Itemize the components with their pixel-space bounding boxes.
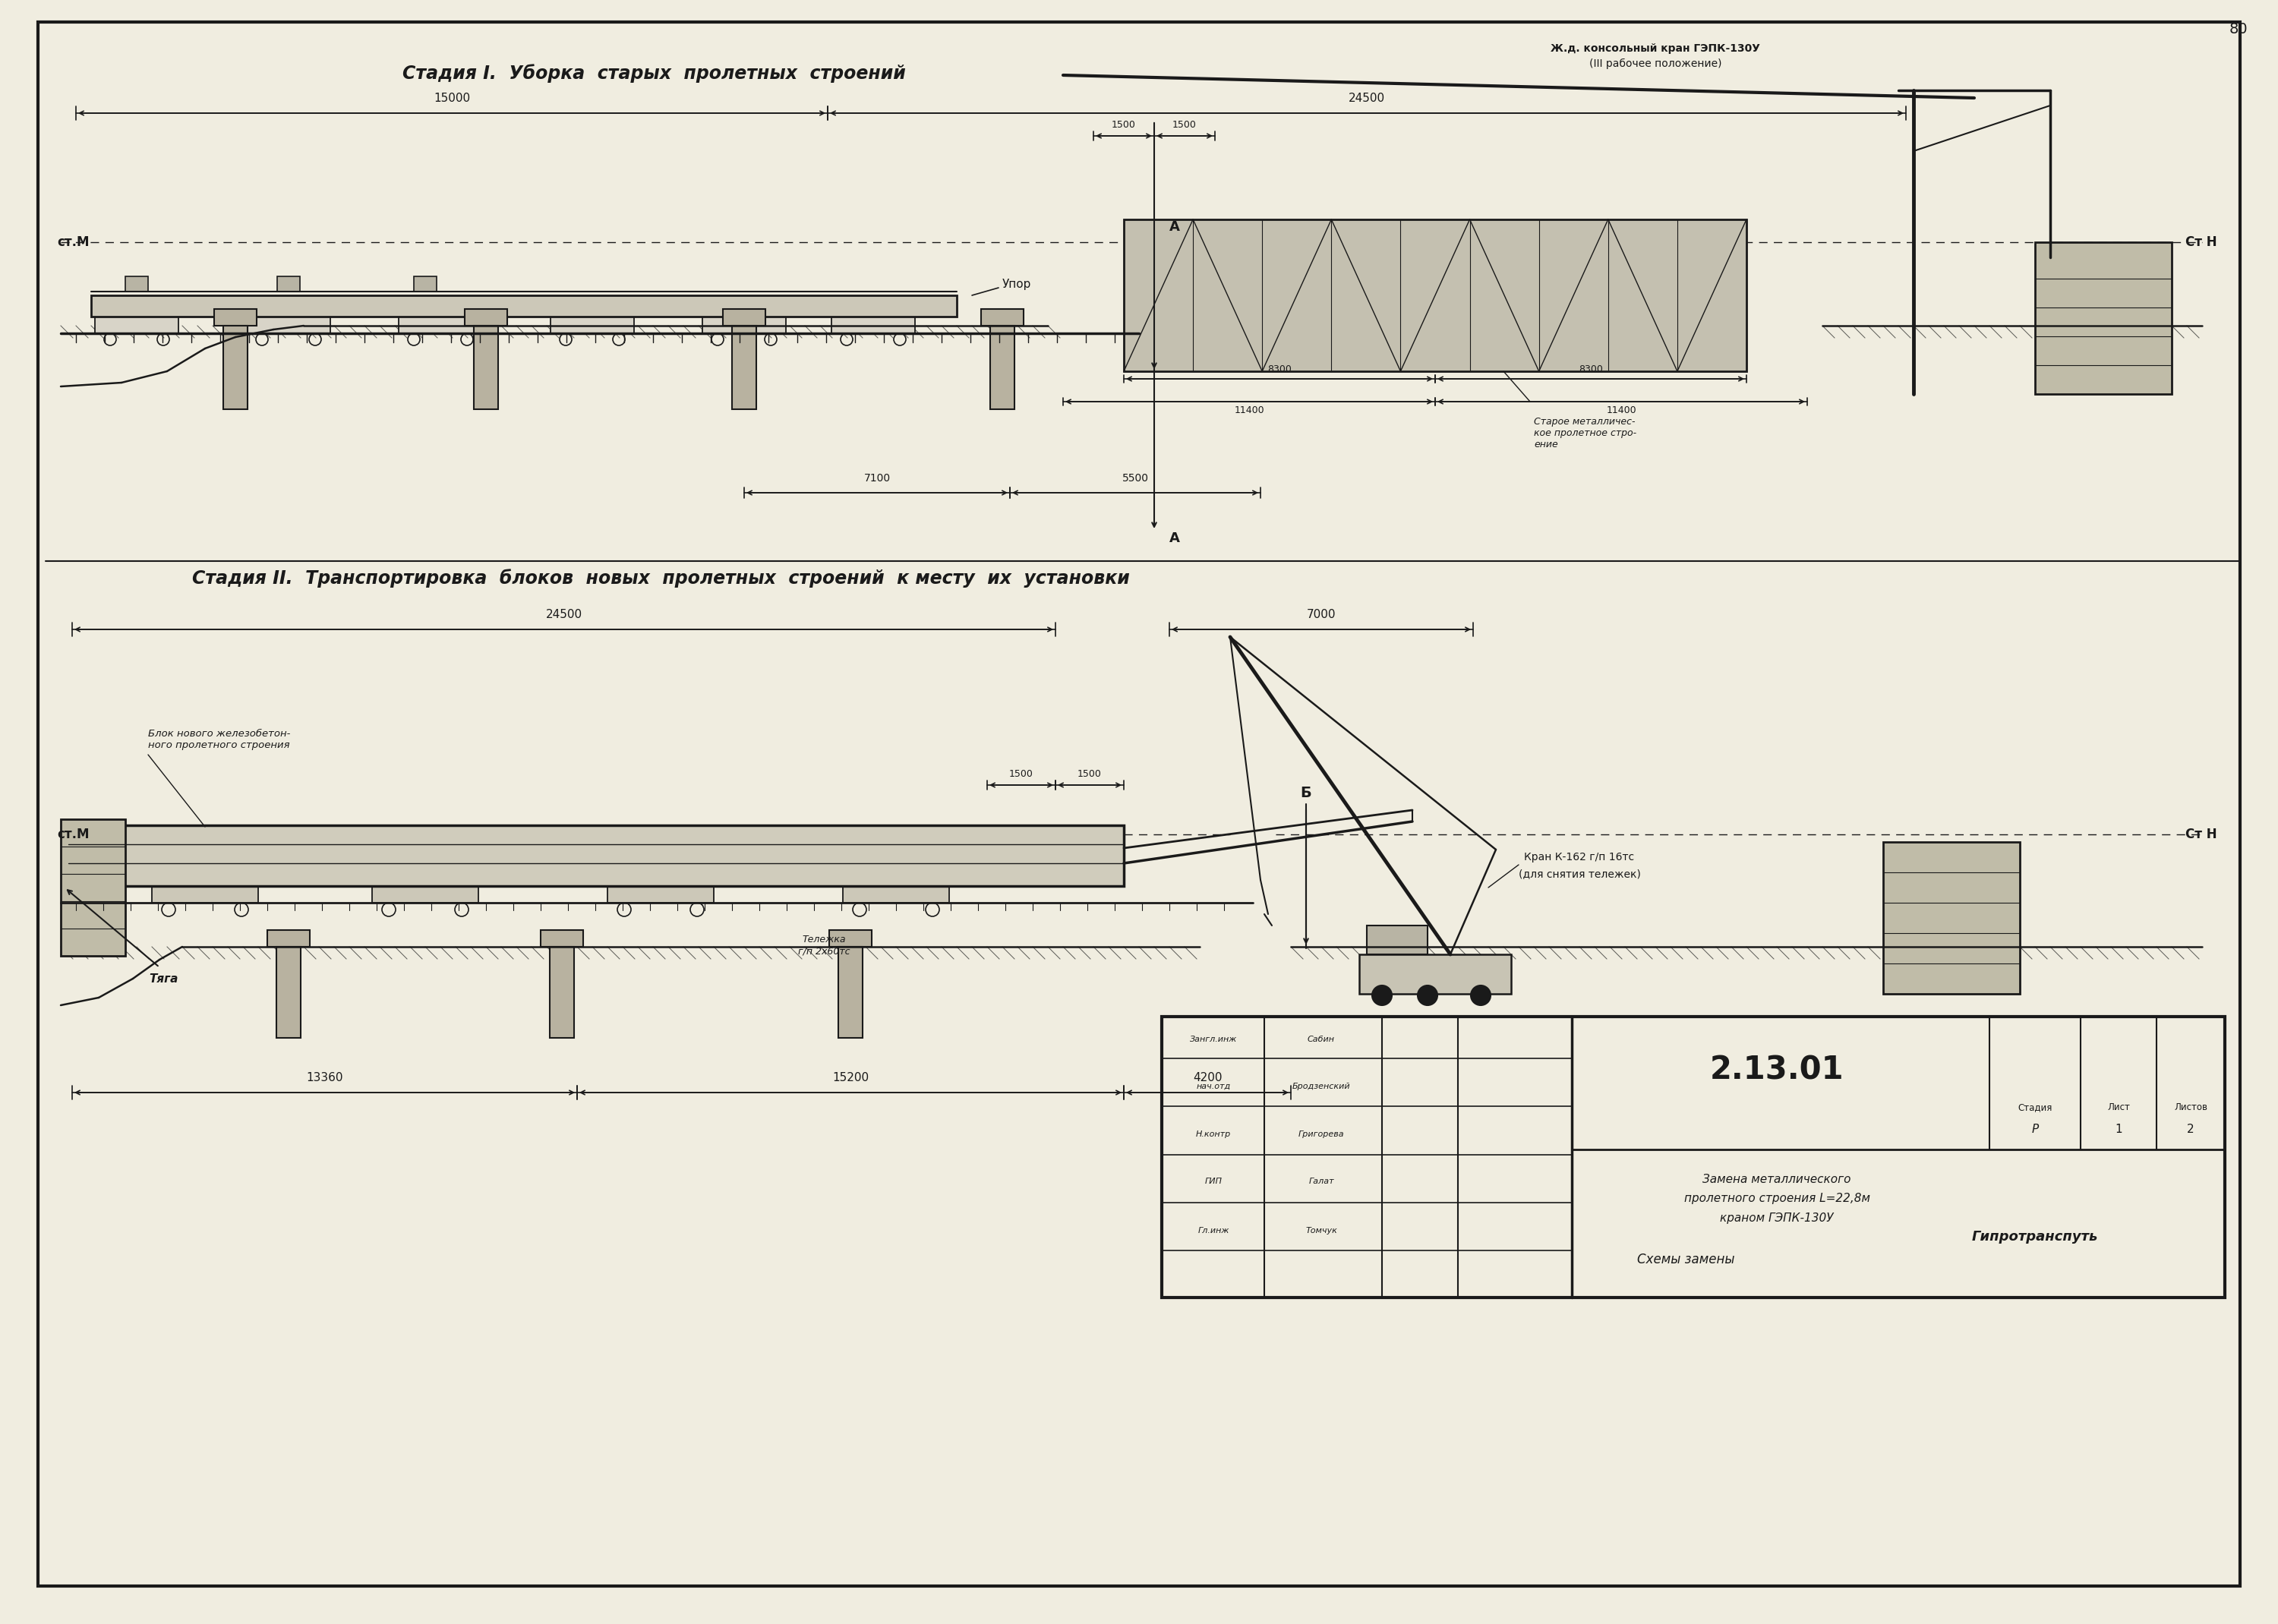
Text: Гл.инж: Гл.инж	[1198, 1226, 1230, 1234]
Bar	[68, 825, 1123, 887]
Text: 2.13.01: 2.13.01	[1711, 1054, 1843, 1086]
Bar	[246, 317, 330, 333]
Text: Лист: Лист	[2107, 1103, 2130, 1112]
Text: Бродзенский: Бродзенский	[1292, 1083, 1351, 1090]
Bar	[991, 326, 1014, 409]
Text: (III рабочее положение): (III рабочее положение)	[1590, 58, 1722, 70]
Bar	[831, 317, 916, 333]
Text: 4200: 4200	[1194, 1072, 1221, 1083]
Text: ГИП: ГИП	[1205, 1177, 1221, 1186]
Bar	[843, 887, 950, 903]
Text: Зангл.инж: Зангл.инж	[1189, 1036, 1237, 1043]
Text: Галат: Галат	[1308, 1177, 1335, 1186]
Text: 8300: 8300	[1579, 364, 1604, 374]
Bar	[214, 309, 257, 326]
Bar	[1123, 219, 1747, 372]
Text: ст.М: ст.М	[57, 235, 89, 248]
Text: Упор: Упор	[1002, 278, 1032, 289]
Text: пролетного строения L=22,8м: пролетного строения L=22,8м	[1683, 1194, 1870, 1205]
Circle shape	[1472, 986, 1490, 1005]
Text: Листов: Листов	[2173, 1103, 2207, 1112]
Text: А: А	[1169, 531, 1180, 546]
Text: Григорева: Григорева	[1298, 1130, 1344, 1138]
Bar	[96, 317, 178, 333]
Text: Р: Р	[2032, 1124, 2039, 1135]
Bar	[125, 276, 148, 292]
Bar	[2034, 242, 2171, 395]
Text: Тяга: Тяга	[148, 973, 178, 984]
Bar	[1367, 926, 1428, 955]
Bar	[982, 309, 1023, 326]
Text: 1500: 1500	[1077, 770, 1103, 780]
Text: (для снятия тележек): (для снятия тележек)	[1519, 869, 1640, 879]
Text: Старое металличес-
кое пролетное стро-
ение: Старое металличес- кое пролетное стро- е…	[1533, 417, 1636, 450]
Bar	[1360, 955, 1510, 994]
Text: 5500: 5500	[1121, 473, 1148, 484]
Text: 24500: 24500	[544, 609, 583, 620]
Text: 13360: 13360	[305, 1072, 344, 1083]
Bar	[267, 931, 310, 947]
Bar	[608, 887, 713, 903]
Bar	[1884, 841, 2021, 994]
Text: Гипротранспуть: Гипротранспуть	[1973, 1229, 2098, 1244]
Text: 2: 2	[2187, 1124, 2194, 1135]
Text: Б: Б	[1301, 786, 1312, 801]
Text: 7000: 7000	[1308, 609, 1335, 620]
Bar	[276, 947, 301, 1038]
Bar	[278, 276, 301, 292]
Bar	[153, 887, 257, 903]
Text: Блок нового железобетон-
ного пролетного строения: Блок нового железобетон- ного пролетного…	[148, 729, 289, 750]
Bar	[1162, 1017, 2226, 1298]
Text: Сабин: Сабин	[1308, 1036, 1335, 1043]
Bar	[223, 326, 248, 409]
Text: 24500: 24500	[1349, 93, 1385, 104]
Bar	[549, 947, 574, 1038]
Text: Н.контр: Н.контр	[1196, 1130, 1230, 1138]
Bar	[465, 309, 508, 326]
Bar	[91, 296, 957, 317]
Text: Стадия: Стадия	[2018, 1103, 2052, 1112]
Text: 15000: 15000	[433, 93, 469, 104]
Text: 11400: 11400	[1606, 406, 1636, 416]
Circle shape	[1417, 986, 1437, 1005]
Text: Ст Н: Ст Н	[2185, 828, 2216, 841]
Bar	[62, 818, 125, 957]
Bar	[702, 317, 786, 333]
Bar	[731, 326, 756, 409]
Bar	[540, 931, 583, 947]
Text: Томчук: Томчук	[1305, 1226, 1337, 1234]
Text: Кран К-162 г/п 16тс: Кран К-162 г/п 16тс	[1524, 853, 1636, 862]
Text: Схемы замены: Схемы замены	[1638, 1252, 1734, 1267]
Text: Стадия II.  Транспортировка  блоков  новых  пролетных  строений  к месту  их  ус: Стадия II. Транспортировка блоков новых …	[191, 568, 1130, 588]
Bar	[474, 326, 499, 409]
Text: Ж.д. консольный кран ГЭПК-130У: Ж.д. консольный кран ГЭПК-130У	[1551, 44, 1761, 54]
Bar	[415, 276, 437, 292]
Text: ст.М: ст.М	[57, 828, 89, 841]
Text: Тележка
г/п 2х60тс: Тележка г/п 2х60тс	[797, 935, 850, 957]
Text: Стадия I.  Уборка  старых  пролетных  строений: Стадия I. Уборка старых пролетных строен…	[403, 63, 907, 83]
Text: Замена металлического: Замена металлического	[1702, 1174, 1852, 1186]
Text: краном ГЭПК-130У: краном ГЭПК-130У	[1720, 1212, 1834, 1223]
Bar	[838, 947, 863, 1038]
Text: 15200: 15200	[831, 1072, 868, 1083]
Text: 1: 1	[2114, 1124, 2123, 1135]
Text: 11400: 11400	[1235, 406, 1264, 416]
Text: 1500: 1500	[1112, 120, 1137, 130]
Text: 80: 80	[2228, 23, 2248, 36]
Bar	[371, 887, 478, 903]
Text: 1500: 1500	[1173, 120, 1196, 130]
Text: 1500: 1500	[1009, 770, 1034, 780]
Bar	[399, 317, 483, 333]
Text: нач.отд: нач.отд	[1196, 1083, 1230, 1090]
Circle shape	[1371, 986, 1392, 1005]
Text: Ст Н: Ст Н	[2185, 235, 2216, 248]
Text: А: А	[1169, 221, 1180, 234]
Text: 7100: 7100	[863, 473, 891, 484]
Bar	[551, 317, 633, 333]
Bar	[829, 931, 872, 947]
Bar	[722, 309, 765, 326]
Text: 8300: 8300	[1267, 364, 1292, 374]
